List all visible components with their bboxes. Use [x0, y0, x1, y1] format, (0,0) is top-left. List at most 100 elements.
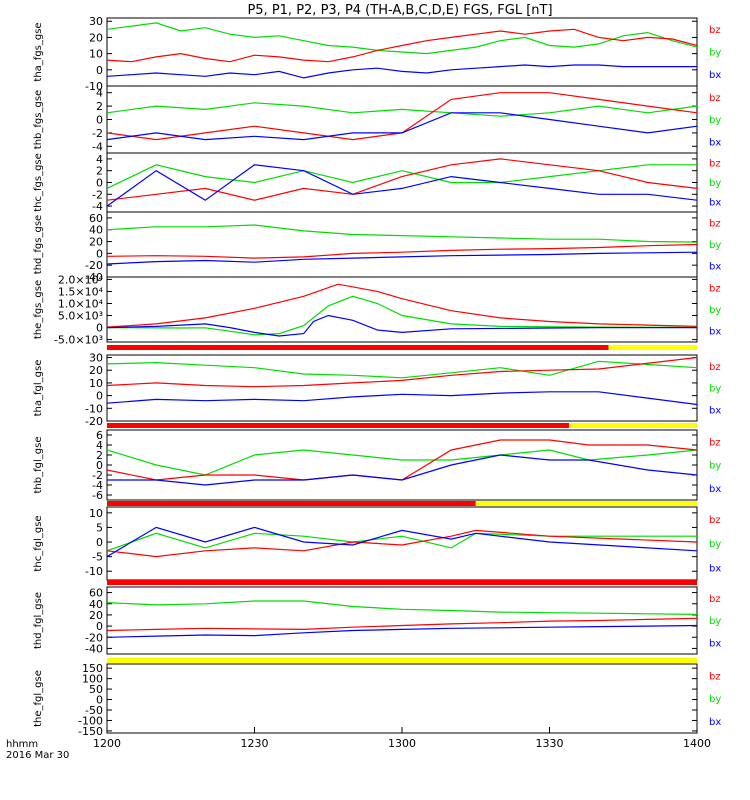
y-tick-label: -2 [92, 188, 103, 201]
legend-by: by [709, 539, 721, 550]
y-tick-label: 0 [96, 247, 103, 260]
y-tick-label: 50 [89, 683, 103, 696]
series-by-line [107, 22, 697, 55]
y-tick-label: 4 [96, 439, 103, 452]
y-tick-label: 2 [96, 449, 103, 462]
y-axis-label: the_fgl_gse [33, 670, 44, 727]
series-bz-line [107, 617, 697, 632]
series-bz-line [107, 158, 697, 201]
series-by-line [107, 224, 697, 243]
y-tick-label: 1.0×10⁴ [58, 297, 104, 310]
chart-title: P5, P1, P2, P3, P4 (TH-A,B,C,D,E) FGS, F… [247, 3, 552, 18]
panel-frame [106, 586, 698, 655]
x-tick-label: 1400 [683, 737, 711, 750]
footer-date-label: 2016 Mar 30 [6, 750, 69, 761]
legend-by: by [709, 48, 721, 59]
y-tick-label: 4 [96, 87, 103, 100]
mode-bar-segment [107, 580, 697, 585]
y-tick-label: 0 [96, 694, 103, 707]
panel-tha_fgs_gse: 30 20 10 0 -10 tha_fgs_gse bz by bx [33, 15, 721, 93]
y-tick-label: -4 [92, 479, 103, 492]
y-tick-label: 0 [96, 536, 103, 549]
series-bx-line [107, 64, 697, 79]
y-tick-label: 5.0×10³ [58, 310, 103, 323]
y-tick-label: 40 [89, 598, 103, 611]
y-tick-label: -10 [85, 80, 103, 93]
series-bx-line [107, 526, 697, 558]
y-tick-label: 30 [89, 352, 103, 365]
series-bz-line [107, 356, 697, 388]
y-axis-label: thd_fgl_gse [33, 592, 44, 649]
x-axis: 1200 1230 1300 1330 1400 [93, 727, 711, 750]
legend-by: by [709, 240, 721, 251]
y-axis-label: the_fgs_gse [33, 280, 44, 339]
y-tick-label: 30 [89, 15, 103, 28]
y-tick-label: 0 [96, 114, 103, 127]
x-tick-label: 1230 [241, 737, 269, 750]
y-tick-label: -20 [85, 415, 103, 428]
y-tick-label: -6 [92, 489, 103, 502]
y-tick-label: 2.0×10⁴ [58, 273, 104, 286]
legend-bx: bx [709, 198, 721, 209]
mode-bar-segment [107, 501, 476, 506]
panel-frame [106, 152, 698, 213]
mode-bar-segment [569, 423, 697, 428]
y-tick-label: 0 [96, 459, 103, 472]
y-tick-label: -2 [92, 127, 103, 140]
y-tick-label: 1.5×10⁴ [58, 285, 104, 298]
mode-bar-segment [475, 501, 697, 506]
y-tick-label: 10 [89, 507, 103, 520]
series-bx-line [107, 251, 697, 265]
legend-bz: bz [709, 219, 721, 230]
panel-thc_fgs_gse: 420-2-4 thc_fgs_gse bz by bx [33, 152, 721, 213]
series-by-line [107, 532, 697, 552]
y-tick-label: 0 [96, 177, 103, 190]
y-tick-label: -4 [92, 200, 103, 213]
y-axis-label: thc_fgl_gse [33, 515, 44, 571]
y-axis-label: thd_fgs_gse [33, 215, 44, 274]
mode-bar-segment [107, 423, 570, 428]
legend-bx: bx [709, 563, 721, 574]
y-tick-label: 20 [89, 236, 103, 249]
series-bz-line [107, 529, 697, 558]
legend-bz: bz [709, 93, 721, 104]
y-tick-label: 20 [89, 31, 103, 44]
series-by-line [107, 295, 697, 336]
legend-bz: bz [709, 159, 721, 170]
mode-bar-segment [107, 345, 609, 350]
legend-bx: bx [709, 327, 721, 338]
panel-frame [106, 506, 698, 581]
legend-bz: bz [709, 671, 721, 682]
y-tick-label: 10 [89, 377, 103, 390]
series-bz-line [107, 283, 697, 328]
series-bx-line [107, 314, 697, 337]
legend-bx: bx [709, 638, 721, 649]
y-tick-label: 0 [96, 620, 103, 633]
y-tick-label: -20 [85, 631, 103, 644]
y-tick-label: 4 [96, 153, 103, 166]
series-bx-line [107, 454, 697, 486]
series-by-line [107, 449, 697, 476]
y-axis-label: tha_fgl_gse [33, 360, 44, 417]
legend-bz: bz [709, 594, 721, 605]
y-tick-label: 40 [89, 224, 103, 237]
legend-bx: bx [709, 484, 721, 495]
y-tick-label: -2 [92, 469, 103, 482]
legend-bz: bz [709, 515, 721, 526]
y-tick-label: 100 [82, 673, 103, 686]
panel-thc_fgl_gse: 105 0 -5-10 thc_fgl_gse bz by bx [33, 506, 721, 581]
y-tick-label: -10 [85, 402, 103, 415]
legend-by: by [709, 178, 721, 189]
series-bx-line [107, 112, 697, 141]
panel-frame [106, 211, 698, 278]
legend-by: by [709, 115, 721, 126]
series-by-line [107, 102, 697, 117]
y-tick-label: 60 [89, 212, 103, 225]
legend-by: by [709, 694, 721, 705]
